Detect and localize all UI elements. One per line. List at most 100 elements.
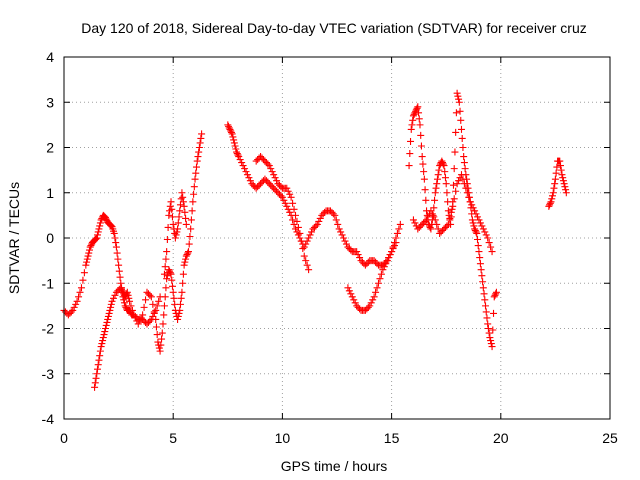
- data-point: [147, 293, 155, 301]
- data-point: [179, 279, 187, 287]
- data-point: [91, 383, 99, 391]
- data-point: [465, 193, 473, 201]
- data-point: [66, 309, 74, 317]
- data-point: [273, 187, 281, 195]
- data-point: [380, 263, 388, 271]
- data-point: [107, 222, 115, 230]
- data-point: [234, 151, 242, 159]
- data-point: [162, 255, 170, 263]
- data-point: [299, 245, 307, 253]
- data-point: [123, 290, 131, 298]
- data-point: [197, 134, 205, 142]
- data-point: [161, 263, 169, 271]
- data-point: [345, 245, 353, 253]
- data-point: [165, 266, 173, 274]
- data-point: [243, 171, 251, 179]
- data-point: [175, 309, 183, 317]
- data-point: [432, 184, 440, 192]
- data-point: [85, 249, 93, 257]
- data-point: [180, 261, 188, 269]
- data-point: [347, 290, 355, 298]
- data-point: [490, 293, 498, 301]
- data-point: [227, 127, 235, 135]
- data-point: [102, 321, 110, 329]
- data-point: [427, 225, 435, 233]
- data-point: [252, 184, 260, 192]
- data-point: [353, 248, 361, 256]
- data-point: [560, 180, 568, 188]
- data-point: [257, 153, 265, 161]
- data-point: [227, 128, 235, 136]
- data-point: [392, 239, 400, 247]
- data-point: [417, 142, 425, 150]
- data-point: [112, 288, 120, 296]
- data-point: [162, 284, 170, 292]
- data-point: [152, 315, 160, 323]
- data-point: [174, 225, 182, 233]
- data-point: [388, 248, 396, 256]
- x-tick-label: 20: [493, 430, 509, 446]
- data-point: [108, 297, 116, 305]
- data-point: [334, 220, 342, 228]
- data-point: [479, 278, 487, 286]
- data-point: [96, 347, 104, 355]
- data-point: [482, 302, 490, 310]
- data-point: [79, 276, 87, 284]
- data-point: [117, 284, 125, 292]
- data-point: [407, 137, 415, 145]
- data-point: [556, 162, 564, 170]
- data-point: [130, 311, 138, 319]
- data-point: [143, 320, 151, 328]
- data-point: [335, 225, 343, 233]
- data-point: [76, 288, 84, 296]
- data-point: [98, 340, 106, 348]
- data-point: [110, 294, 118, 302]
- data-point: [364, 258, 372, 266]
- data-point: [552, 169, 560, 177]
- data-point: [377, 270, 385, 278]
- data-point: [93, 234, 101, 242]
- data-point: [102, 215, 110, 223]
- data-point: [270, 171, 278, 179]
- data-point: [258, 154, 266, 162]
- data-point: [92, 235, 100, 243]
- data-point: [139, 311, 147, 319]
- data-point: [190, 190, 198, 198]
- data-point: [169, 220, 177, 228]
- data-point: [414, 225, 422, 233]
- data-point: [254, 183, 262, 191]
- data-point: [231, 142, 239, 150]
- y-tick-label: -1: [42, 275, 55, 291]
- data-point: [422, 196, 430, 204]
- data-point: [86, 243, 94, 251]
- data-point: [287, 193, 295, 201]
- data-point: [99, 337, 107, 345]
- data-point: [143, 288, 151, 296]
- data-point: [556, 157, 564, 165]
- data-point: [195, 148, 203, 156]
- axis-ticks: [63, 56, 611, 420]
- data-point: [460, 180, 468, 188]
- data-point: [277, 192, 285, 200]
- data-point: [408, 121, 416, 129]
- data-point: [84, 252, 92, 260]
- data-point: [372, 258, 380, 266]
- data-point: [488, 248, 496, 256]
- data-point: [315, 217, 323, 225]
- series-trace-f: [344, 239, 400, 314]
- data-point: [83, 255, 91, 263]
- data-point: [318, 211, 326, 219]
- data-point: [73, 297, 81, 305]
- data-point: [470, 222, 478, 230]
- data-point: [472, 210, 480, 218]
- data-point: [458, 134, 466, 142]
- grid-lines: [64, 57, 610, 419]
- data-point: [361, 306, 369, 314]
- data-point: [176, 207, 184, 215]
- data-point: [412, 107, 420, 115]
- data-point: [472, 228, 480, 236]
- data-point: [163, 236, 171, 244]
- data-point: [476, 254, 484, 262]
- data-point: [72, 300, 80, 308]
- data-point: [267, 165, 275, 173]
